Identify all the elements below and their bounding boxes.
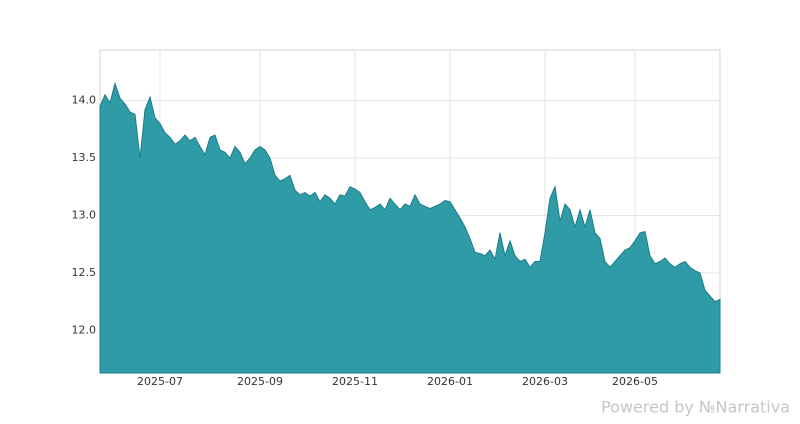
x-tick-label: 2025-11 <box>332 375 378 388</box>
area <box>99 81 721 374</box>
watermark: Powered by №Narrativa <box>601 398 790 417</box>
x-tick-label: 2026-05 <box>612 375 658 388</box>
y-tick-label: 13.5 <box>72 151 97 164</box>
x-tick-label: 2026-01 <box>427 375 473 388</box>
y-tick-label: 12.5 <box>72 266 97 279</box>
x-tick-label: 2025-09 <box>237 375 283 388</box>
y-tick-label: 13.0 <box>72 209 97 222</box>
x-tick-label: 2025-07 <box>137 375 183 388</box>
y-tick-label: 14.0 <box>72 94 97 107</box>
x-tick-label: 2026-03 <box>522 375 568 388</box>
y-tick-label: 12.0 <box>72 323 97 336</box>
